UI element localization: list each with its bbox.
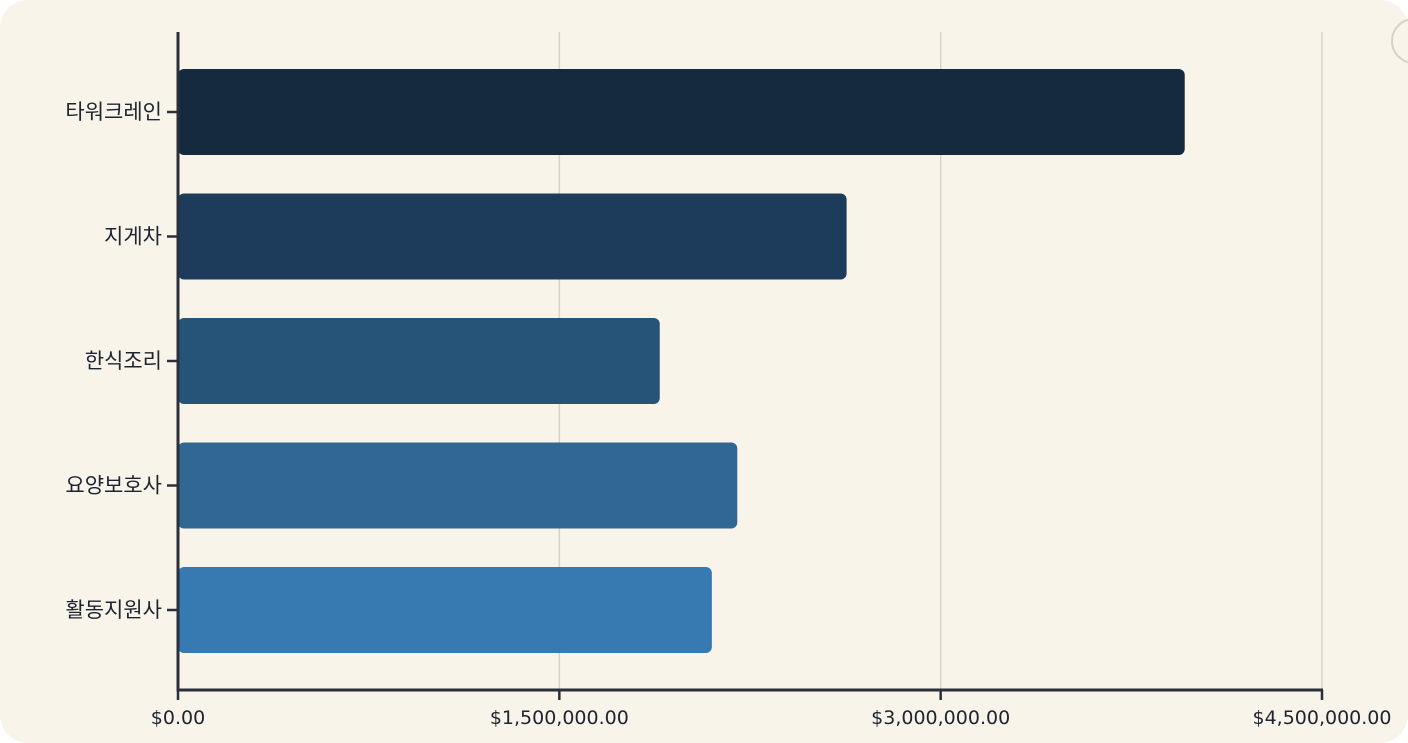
bar-1 bbox=[178, 193, 847, 280]
x-tick-label-2: $3,000,000.00 bbox=[871, 707, 1010, 729]
bar-0 bbox=[178, 69, 1185, 155]
bar-3 bbox=[178, 442, 738, 529]
category-label-2: 한식조리 bbox=[85, 349, 162, 373]
x-tick-label-1: $1,500,000.00 bbox=[490, 707, 629, 729]
bar-2 bbox=[178, 318, 660, 404]
category-label-1: 지게차 bbox=[104, 225, 162, 249]
x-tick-label-3: $4,500,000.00 bbox=[1252, 707, 1391, 729]
x-tick-label-0: $0.00 bbox=[151, 707, 205, 729]
category-label-0: 타워크레인 bbox=[65, 100, 162, 124]
category-label-3: 요양보호사 bbox=[65, 474, 162, 498]
category-label-4: 활동지원사 bbox=[65, 598, 162, 622]
bar-4 bbox=[178, 567, 712, 653]
